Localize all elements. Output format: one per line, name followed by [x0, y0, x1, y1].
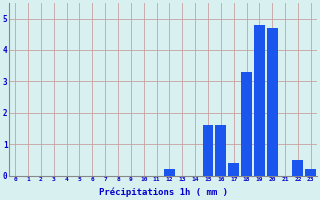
- Bar: [254, 25, 265, 176]
- Bar: [228, 163, 239, 176]
- Bar: [203, 125, 213, 176]
- Bar: [241, 72, 252, 176]
- X-axis label: Précipitations 1h ( mm ): Précipitations 1h ( mm ): [99, 188, 228, 197]
- Bar: [215, 125, 226, 176]
- Bar: [164, 169, 175, 176]
- Bar: [267, 28, 278, 176]
- Bar: [305, 169, 316, 176]
- Bar: [292, 160, 303, 176]
